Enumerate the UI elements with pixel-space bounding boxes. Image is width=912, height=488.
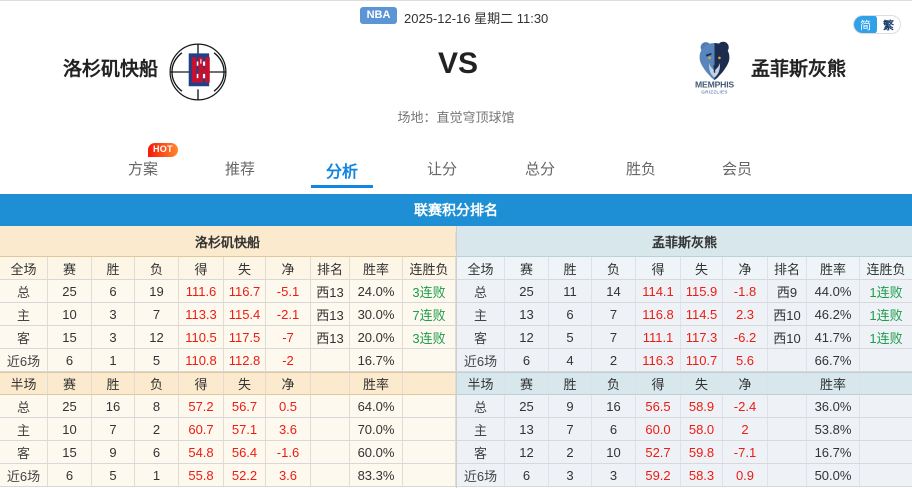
svg-text:GRIZZLIES: GRIZZLIES: [701, 90, 727, 95]
svg-text:MEMPHIS: MEMPHIS: [695, 80, 734, 90]
